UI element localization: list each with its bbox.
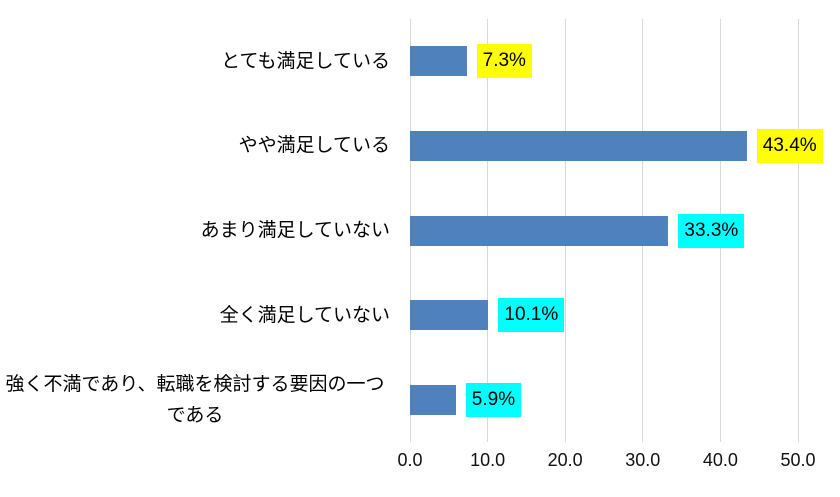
- category-label-row: あまり満足していない: [0, 188, 402, 273]
- x-axis-tick-label: 40.0: [702, 450, 738, 470]
- gridline: [797, 19, 799, 442]
- category-label: あまり満足していない: [200, 219, 390, 241]
- category-label-row: とても満足している: [0, 19, 402, 104]
- x-axis-tick-label: 10.0: [470, 450, 506, 470]
- category-axis-labels: とても満足しているやや満足しているあまり満足していない全く満足していない強く不満…: [0, 19, 402, 442]
- x-axis-tick-label: 20.0: [547, 450, 583, 470]
- bar: [410, 300, 489, 331]
- plot-area: 7.3% 43.4% 33.3% 10.1% 5.9%: [409, 19, 823, 442]
- x-axis-tick-label: 0.0: [397, 450, 423, 470]
- bar: [410, 46, 467, 77]
- bar: [410, 215, 669, 246]
- category-label: 強く不満であり、転職を検討する要因の一つである: [5, 373, 385, 426]
- value-axis: 0.0 10.0 20.0 30.0 40.0 50.0: [397, 450, 815, 480]
- value-label: 7.3%: [476, 44, 532, 79]
- category-label: 全く満足していない: [219, 304, 390, 326]
- category-label-row: やや満足している: [0, 104, 402, 189]
- bar: [410, 130, 747, 161]
- category-label-row: 全く満足していない: [0, 273, 402, 358]
- bar: [410, 384, 456, 415]
- category-label: やや満足している: [238, 135, 390, 157]
- value-label: 5.9%: [465, 382, 522, 417]
- x-axis-tick-label: 50.0: [780, 450, 816, 470]
- category-label: とても満足している: [221, 50, 390, 72]
- x-axis-tick-label: 30.0: [625, 450, 661, 470]
- value-label: 43.4%: [756, 128, 823, 163]
- value-label: 33.3%: [678, 213, 745, 248]
- category-label-row: 強く不満であり、転職を検討する要因の一つである: [0, 357, 402, 442]
- value-label: 10.1%: [498, 298, 565, 333]
